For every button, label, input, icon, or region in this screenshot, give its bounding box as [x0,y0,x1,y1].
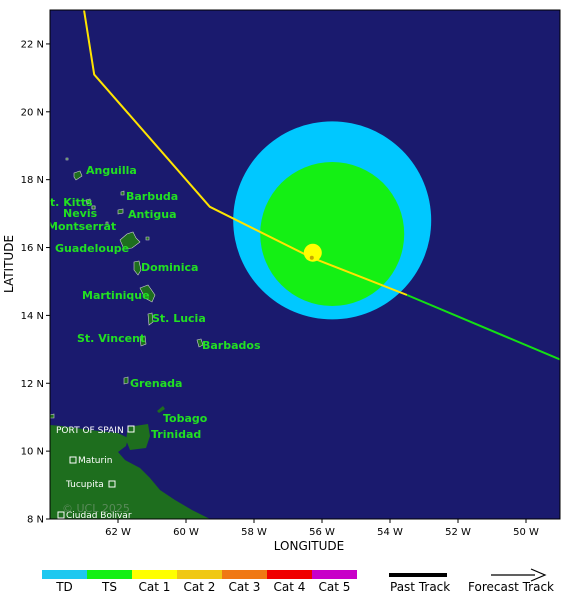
grenada-island [123,376,129,385]
lat-tick-label: 12 N [21,379,44,390]
latitude-axis: 8 N 10 N 12 N 14 N 16 N 18 N 20 N 22 N [21,39,50,526]
montserrat-island [105,221,109,226]
ts-wind-radius [260,161,405,306]
storm-center-marker [303,243,322,262]
label-st-vincent: St. Vincent [77,332,145,345]
city-marker-port-of-spain [127,425,135,433]
legend-label-ts: TS [101,580,117,594]
antigua-island [117,208,124,215]
watermark: © UCL 2025 [62,502,130,515]
forecast-track-line [406,294,560,361]
label-tobago: Tobago [163,412,208,425]
lon-tick-label: 58 W [241,527,267,538]
lat-tick-label: 16 N [21,243,44,254]
map-content: Anguilla St. Kitts Nevis Barbuda Antigua… [42,10,560,521]
legend-label-cat-5: Cat 5 [319,580,351,594]
label-nevis: Nevis [63,207,98,220]
lat-tick-label: 14 N [21,311,44,322]
past-track-legend-label: Past Track [390,580,450,594]
dominica-island [133,260,142,276]
city-labels: PORT OF SPAIN Maturin Tucupita Ciudad Bo… [56,425,135,521]
label-guadeloupe: Guadeloupe [55,242,129,255]
label-montserrat: Montserrat [47,220,116,233]
south-america-landmass [50,425,210,519]
lat-tick-label: 22 N [21,39,44,50]
lat-tick-label: 8 N [27,515,44,526]
legend-swatch-cat-4 [267,570,312,579]
lon-tick-label: 60 W [173,527,199,538]
track-legend: Past Track Forecast Track [389,568,554,594]
legend-label-td: TD [55,580,73,594]
label-anguilla: Anguilla [86,164,137,177]
barbuda-island [120,190,125,196]
st-lucia-island [147,312,154,326]
st-kitts-island [85,198,92,205]
lon-tick-label: 52 W [445,527,471,538]
city-marker-maturin [69,456,77,464]
islet-1 [65,157,69,161]
label-dominica: Dominica [141,261,198,274]
label-st-kitts: St. Kitts [42,196,93,209]
lon-tick-label: 54 W [377,527,403,538]
intensity-legend: TD TS Cat 1 Cat 2 Cat 3 Cat 4 Cat 5 [42,570,357,594]
lat-tick-label: 10 N [21,447,44,458]
lon-tick-label: 56 W [309,527,335,538]
barbados-island [196,338,204,348]
label-trinidad: Trinidad [151,428,201,441]
trinidad-island [126,424,150,450]
lesser-antilles-islands [50,157,204,419]
label-grenada: Grenada [130,377,182,390]
legend-swatch-cat-2 [177,570,222,579]
x-axis-title: LONGITUDE [274,539,344,553]
martinique-island [139,284,156,303]
label-maturin: Maturin [78,456,112,466]
label-st-lucia: St. Lucia [152,312,206,325]
city-marker-tucupita [108,480,116,488]
storm-center-dot [309,255,314,260]
islet-4 [91,205,96,210]
islet-2 [145,236,150,241]
label-barbuda: Barbuda [126,190,178,203]
city-marker-ciudad-bolivar [57,511,65,519]
anguilla-island [73,170,83,181]
lat-tick-label: 18 N [21,175,44,186]
islet-3 [50,413,55,419]
label-antigua: Antigua [128,208,177,221]
legend-swatch-ts [87,570,132,579]
lon-tick-label: 50 W [513,527,539,538]
legend-swatch-cat-5 [312,570,357,579]
map-frame [49,9,561,520]
label-ciudad-bolivar: Ciudad Bolivar [66,511,132,521]
legend-swatch-cat-1 [132,570,177,579]
lon-tick-label: 62 W [105,527,131,538]
legend-swatch-td [42,570,87,579]
label-port-of-spain: PORT OF SPAIN [56,426,124,436]
guadeloupe-island [119,231,141,250]
past-track-line [83,10,408,296]
island-labels: Anguilla St. Kitts Nevis Barbuda Antigua… [42,164,261,441]
label-barbados: Barbados [202,339,261,352]
legend-label-cat-1: Cat 1 [139,580,171,594]
lat-tick-label: 20 N [21,107,44,118]
forecast-track-legend-arrow [530,568,547,582]
longitude-axis: 62 W 60 W 58 W 56 W 54 W 52 W 50 W [105,519,539,538]
legend-label-cat-4: Cat 4 [274,580,306,594]
y-axis-title: LATITUDE [2,235,16,293]
tobago-island [157,406,165,413]
legend-label-cat-2: Cat 2 [184,580,216,594]
legend-label-cat-3: Cat 3 [229,580,261,594]
st-vincent-island [139,335,147,347]
legend-swatch-cat-3 [222,570,267,579]
label-martinique: Martinique [82,289,150,302]
label-tucupita: Tucupita [65,480,104,490]
forecast-track-legend-label: Forecast Track [468,580,554,594]
